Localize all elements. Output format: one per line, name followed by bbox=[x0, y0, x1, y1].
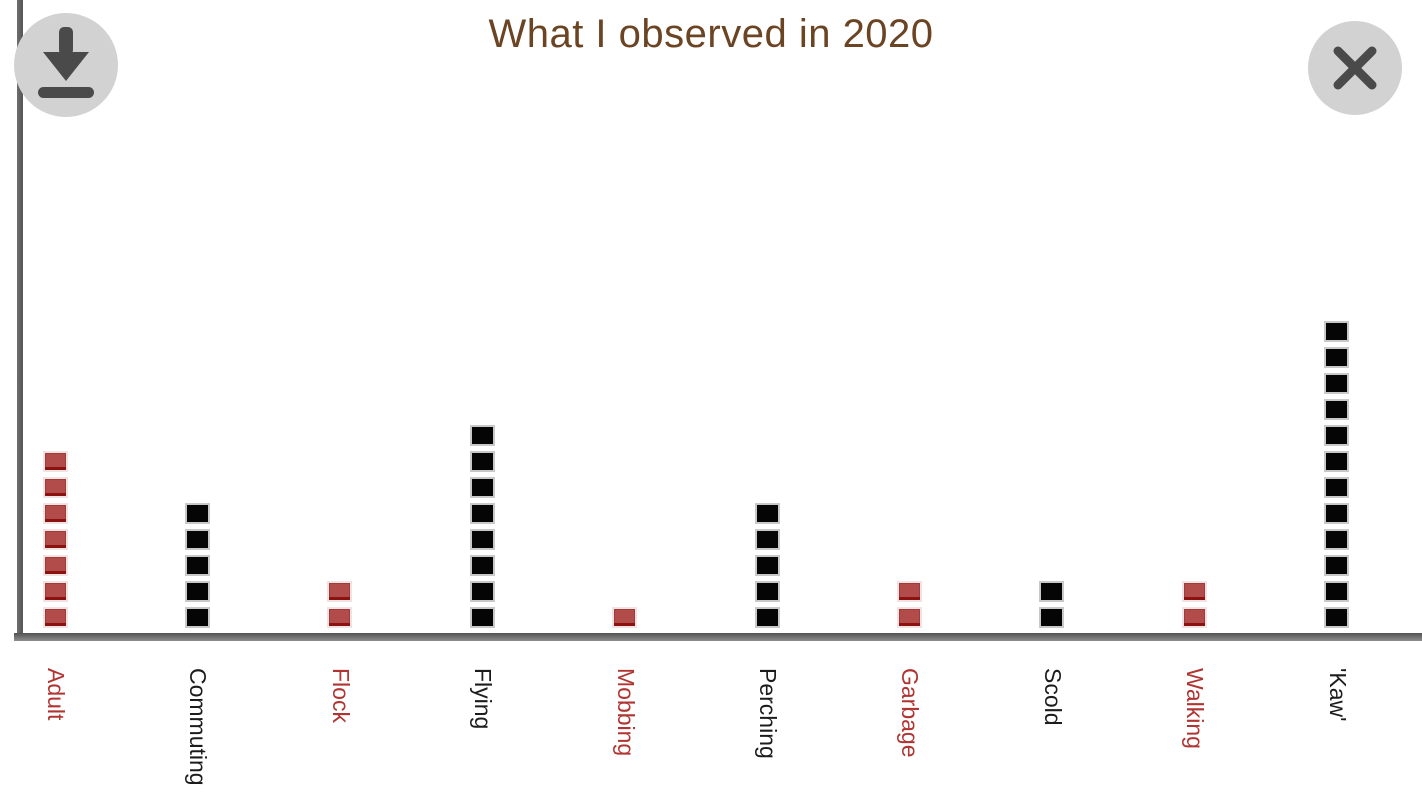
unit-square bbox=[896, 607, 922, 628]
close-icon bbox=[1333, 46, 1377, 90]
unit-square bbox=[184, 607, 210, 628]
close-button[interactable] bbox=[1308, 21, 1402, 115]
unit-stack-adult bbox=[42, 451, 68, 628]
unit-stack-mobbing bbox=[612, 607, 638, 628]
unit-square bbox=[327, 607, 353, 628]
page-title: What I observed in 2020 bbox=[488, 12, 934, 56]
unit-square bbox=[42, 477, 68, 498]
unit-square bbox=[1324, 607, 1350, 628]
unit-square bbox=[754, 529, 780, 550]
unit-stack-flying bbox=[469, 425, 495, 628]
unit-stack-commuting bbox=[184, 503, 210, 628]
unit-stack-walking bbox=[1181, 581, 1207, 628]
unit-stack-scold bbox=[1039, 581, 1065, 628]
unit-square bbox=[469, 477, 495, 498]
unit-square bbox=[1324, 477, 1350, 498]
unit-square bbox=[469, 607, 495, 628]
unit-square bbox=[42, 451, 68, 472]
x-tick-label-garbage: Garbage bbox=[897, 668, 924, 758]
unit-stack-kaw bbox=[1324, 321, 1350, 628]
unit-stack-perching bbox=[754, 503, 780, 628]
x-tick-label-scold: Scold bbox=[1039, 668, 1066, 726]
unit-square bbox=[469, 451, 495, 472]
unit-square bbox=[1324, 425, 1350, 446]
unit-square bbox=[42, 581, 68, 602]
unit-square bbox=[1324, 373, 1350, 394]
x-tick-label-mobbing: Mobbing bbox=[612, 668, 639, 757]
unit-square bbox=[1324, 555, 1350, 576]
unit-square bbox=[469, 555, 495, 576]
unit-square bbox=[42, 529, 68, 550]
unit-stack-flock bbox=[327, 581, 353, 628]
unit-square bbox=[469, 503, 495, 524]
unit-square bbox=[184, 503, 210, 524]
unit-stack-garbage bbox=[896, 581, 922, 628]
x-tick-label-kaw: 'Kaw' bbox=[1324, 668, 1351, 722]
unit-square bbox=[612, 607, 638, 628]
unit-square bbox=[1324, 529, 1350, 550]
unit-square bbox=[1324, 581, 1350, 602]
unit-square bbox=[469, 581, 495, 602]
x-tick-label-adult: Adult bbox=[43, 668, 69, 721]
download-button[interactable] bbox=[14, 13, 118, 117]
x-tick-label-commuting: Commuting bbox=[185, 668, 212, 786]
x-tick-label-flying: Flying bbox=[470, 668, 497, 730]
unit-square bbox=[1039, 581, 1065, 602]
unit-square bbox=[896, 581, 922, 602]
unit-square bbox=[184, 529, 210, 550]
unit-square bbox=[42, 503, 68, 524]
x-tick-label-walking: Walking bbox=[1182, 668, 1209, 749]
unit-square bbox=[184, 555, 210, 576]
unit-square bbox=[1324, 347, 1350, 368]
unit-square bbox=[1324, 321, 1350, 342]
unit-square bbox=[754, 503, 780, 524]
unit-square bbox=[1181, 607, 1207, 628]
y-axis-line bbox=[17, 0, 23, 641]
unit-square bbox=[754, 581, 780, 602]
unit-square bbox=[42, 607, 68, 628]
unit-square bbox=[469, 425, 495, 446]
x-tick-label-perching: Perching bbox=[755, 668, 781, 759]
unit-square bbox=[1039, 607, 1065, 628]
unit-square bbox=[754, 607, 780, 628]
unit-square bbox=[1324, 451, 1350, 472]
unit-square bbox=[469, 529, 495, 550]
x-axis-line bbox=[14, 633, 1422, 641]
unit-square bbox=[327, 581, 353, 602]
unit-square bbox=[1181, 581, 1207, 602]
download-icon bbox=[38, 27, 94, 98]
unit-square bbox=[42, 555, 68, 576]
unit-square bbox=[1324, 399, 1350, 420]
unit-square bbox=[184, 581, 210, 602]
unit-square bbox=[1324, 503, 1350, 524]
unit-square bbox=[754, 555, 780, 576]
x-tick-label-flock: Flock bbox=[327, 668, 354, 723]
